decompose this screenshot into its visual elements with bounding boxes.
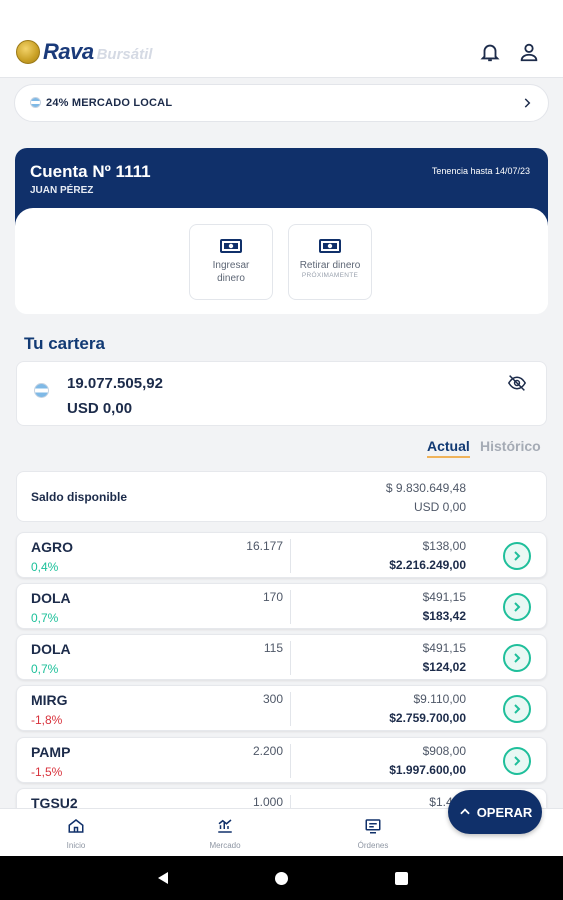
chevron-up-icon [459,808,470,815]
logo-text: Rava [43,39,94,64]
total-usd: USD 0,00 [67,400,133,417]
row-divider [290,744,291,778]
chevron-right-icon[interactable] [520,96,534,110]
eye-off-icon[interactable] [507,374,527,392]
account-card: Cuenta Nº 1111 JUAN PÉREZ Tenencia hasta… [15,148,548,314]
available-balance-card: Saldo disponible $ 9.830.649,48 USD 0,00 [16,471,547,522]
row-divider [290,692,291,726]
chevron-right-circle-icon[interactable] [503,593,531,621]
app-header: Rava Bursátil [0,0,563,78]
nav-item-mercado[interactable]: Mercado [185,815,265,850]
home-button-icon[interactable] [275,872,288,885]
position-row[interactable]: DOLA 0,7% 115 $491,15 $124,02 [16,634,547,680]
operar-label: OPERAR [476,804,533,820]
position-change: -1,8% [31,713,63,727]
nav-label-inicio: Inicio [66,841,86,850]
nav-label-mercado: Mercado [209,841,241,850]
position-change: -1,5% [31,765,63,779]
position-quantity: 300 [262,692,283,706]
user-icon[interactable] [518,41,540,63]
deposit-label: Ingresar dinero [212,260,250,284]
tab-actual[interactable]: Actual [427,438,470,458]
logo-coin-icon [16,40,40,64]
tab-historico[interactable]: Histórico [480,438,541,454]
row-divider [290,590,291,624]
position-quantity: 115 [263,641,283,655]
argentina-flag-icon [30,97,41,108]
orders-icon [365,819,381,834]
money-icon [319,239,341,253]
available-balance-label: Saldo disponible [31,490,128,504]
position-price: $491,15 [422,641,466,655]
operar-button[interactable]: OPERAR [448,790,542,834]
account-title: Cuenta Nº 1111 [30,162,151,181]
row-divider [290,641,291,675]
chevron-right-circle-icon[interactable] [503,644,531,672]
position-ticker: DOLA [31,590,71,606]
position-price: $491,15 [422,590,466,604]
rava-logo[interactable]: Rava Bursátil [16,38,152,66]
promo-banner[interactable]: 24% MERCADO LOCAL [14,84,549,122]
withdraw-sublabel: PRÓXIMAMENTE [301,272,359,279]
position-price: $138,00 [422,539,466,553]
deposit-button[interactable]: Ingresar dinero [189,224,273,300]
position-row[interactable]: PAMP -1,5% 2.200 $908,00 $1.997.600,00 [16,737,547,783]
position-ticker: DOLA [31,641,71,657]
position-row[interactable]: DOLA 0,7% 170 $491,15 $183,42 [16,583,547,629]
available-balance-ars: $ 9.830.649,48 [385,481,466,495]
position-price: $908,00 [422,744,466,758]
position-total: $124,02 [422,660,466,674]
portfolio-title: Tu cartera [24,334,105,353]
argentina-flag-icon [34,383,49,398]
row-divider [290,539,291,573]
position-price: $9.110,00 [413,692,467,706]
position-ticker: PAMP [31,744,71,760]
portfolio-balance-card: 19.077.505,92 USD 0,00 [16,361,547,426]
promo-text: 24% MERCADO LOCAL [46,97,173,109]
nav-label-ordenes: Órdenes [357,841,389,850]
money-icon [220,239,242,253]
total-ars: 19.077.505,92 [67,375,163,392]
position-quantity: 1.000 [252,795,283,809]
bell-icon[interactable] [479,41,501,63]
position-change: 0,7% [31,611,59,625]
chevron-right-circle-icon[interactable] [503,695,531,723]
position-ticker: TGSU2 [31,795,78,811]
account-holder: JUAN PÉREZ [30,185,94,196]
position-change: 0,4% [31,560,59,574]
position-total: $1.997.600,00 [389,763,466,777]
position-ticker: AGRO [31,539,73,555]
position-quantity: 2.200 [252,744,283,758]
market-chart-icon [218,819,232,833]
nav-item-ordenes[interactable]: Órdenes [333,815,413,850]
position-total: $2.759.700,00 [389,711,466,725]
home-icon [68,819,84,833]
back-icon[interactable] [156,871,170,885]
available-balance-usd: USD 0,00 [413,500,466,514]
nav-item-inicio[interactable]: Inicio [36,815,116,850]
position-quantity: 16.177 [246,539,283,553]
tenencia-date: Tenencia hasta 14/07/23 [431,166,530,176]
android-nav-bar [0,856,563,900]
chevron-right-circle-icon[interactable] [503,747,531,775]
withdraw-button[interactable]: Retirar dinero PRÓXIMAMENTE [288,224,372,300]
position-total: $183,42 [422,609,466,623]
position-total: $2.216.249,00 [389,558,466,572]
position-row[interactable]: AGRO 0,4% 16.177 $138,00 $2.216.249,00 [16,532,547,578]
withdraw-label: Retirar dinero [299,260,361,271]
position-change: 0,7% [31,662,59,676]
logo-subtext: Bursátil [96,45,153,63]
position-quantity: 170 [262,590,283,604]
chevron-right-circle-icon[interactable] [503,542,531,570]
recent-apps-icon[interactable] [395,872,408,885]
position-row[interactable]: MIRG -1,8% 300 $9.110,00 $2.759.700,00 [16,685,547,731]
account-body [15,208,548,314]
position-ticker: MIRG [31,692,68,708]
